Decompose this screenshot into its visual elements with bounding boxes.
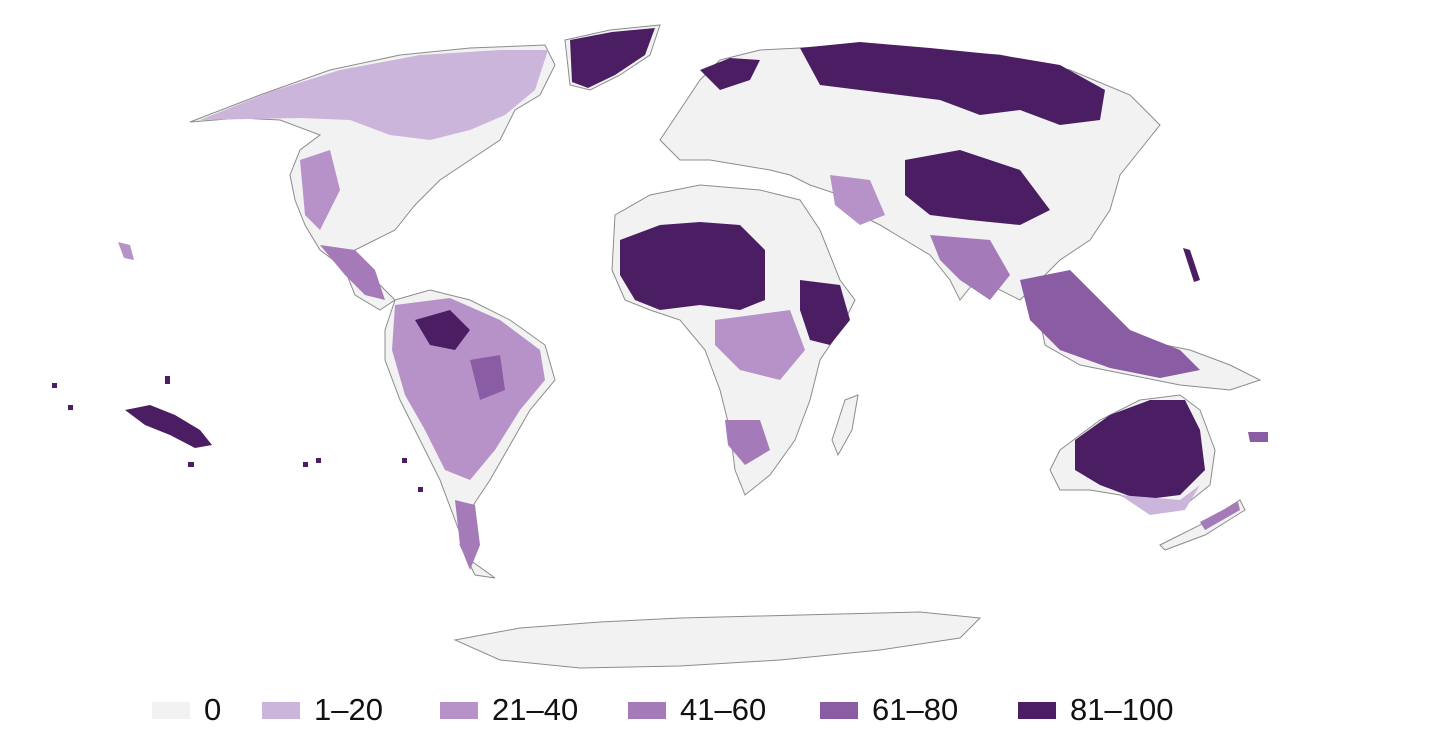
shading-central-africa [715, 310, 805, 380]
legend-swatch [152, 701, 190, 719]
cell [68, 405, 73, 410]
legend-label: 61–80 [872, 692, 959, 727]
shading-russia [800, 42, 1105, 125]
shading-southern-africa [725, 420, 770, 465]
shading-south-america-4 [455, 500, 480, 570]
legend-swatch [820, 701, 858, 719]
shading-new-zealand [1200, 502, 1240, 530]
legend-label: 21–40 [492, 692, 579, 727]
legend-label: 1–20 [314, 692, 383, 727]
legend-item: 0 [152, 690, 221, 730]
shading-australia [1075, 400, 1205, 500]
legend-item: 21–40 [440, 690, 578, 730]
madagascar [831, 394, 859, 457]
legend-swatch [262, 701, 300, 719]
cell [316, 458, 321, 463]
antarctica [453, 611, 982, 669]
legend-swatch [628, 701, 666, 719]
shading-central-asia [905, 150, 1050, 225]
shading-greenland [570, 28, 655, 88]
legend-item: 41–60 [628, 690, 766, 730]
shading-middle-east [830, 175, 885, 225]
legend-item: 1–20 [262, 690, 383, 730]
cell [188, 462, 194, 467]
shading-new-guinea [1248, 432, 1268, 442]
legend: 0 1–20 21–40 41–60 61–80 81–100 [0, 690, 1431, 730]
shading-pacific-islands [125, 405, 212, 448]
shading-canada-north [200, 50, 548, 140]
shading-scandinavia [700, 58, 760, 90]
shading-east-africa [800, 280, 850, 345]
legend-swatch [1018, 701, 1056, 719]
legend-swatch [440, 701, 478, 719]
legend-item: 61–80 [820, 690, 958, 730]
shading-australia-edge [1120, 485, 1200, 515]
scattered-cells [52, 376, 423, 492]
cell [402, 458, 407, 463]
cell [165, 376, 170, 384]
shading-philippines [1183, 248, 1200, 282]
cell [303, 462, 308, 467]
shading-north-america-west [300, 150, 340, 230]
legend-label: 41–60 [680, 692, 767, 727]
shading-hawaii [118, 242, 134, 260]
shading-south-america-1 [392, 298, 545, 480]
shading-central-america [320, 245, 385, 300]
shading-south-america-2 [415, 310, 470, 350]
shading-south-america-3 [470, 355, 505, 400]
shading-sahel [620, 222, 765, 310]
cell [52, 383, 57, 388]
legend-item: 81–100 [1018, 690, 1173, 730]
shading-southeast-asia [1020, 270, 1200, 378]
value-shading [118, 28, 1268, 570]
cell [418, 487, 423, 492]
legend-label: 0 [204, 692, 222, 727]
legend-label: 81–100 [1070, 692, 1174, 727]
shading-south-asia [930, 235, 1010, 300]
world-map [52, 24, 1268, 669]
